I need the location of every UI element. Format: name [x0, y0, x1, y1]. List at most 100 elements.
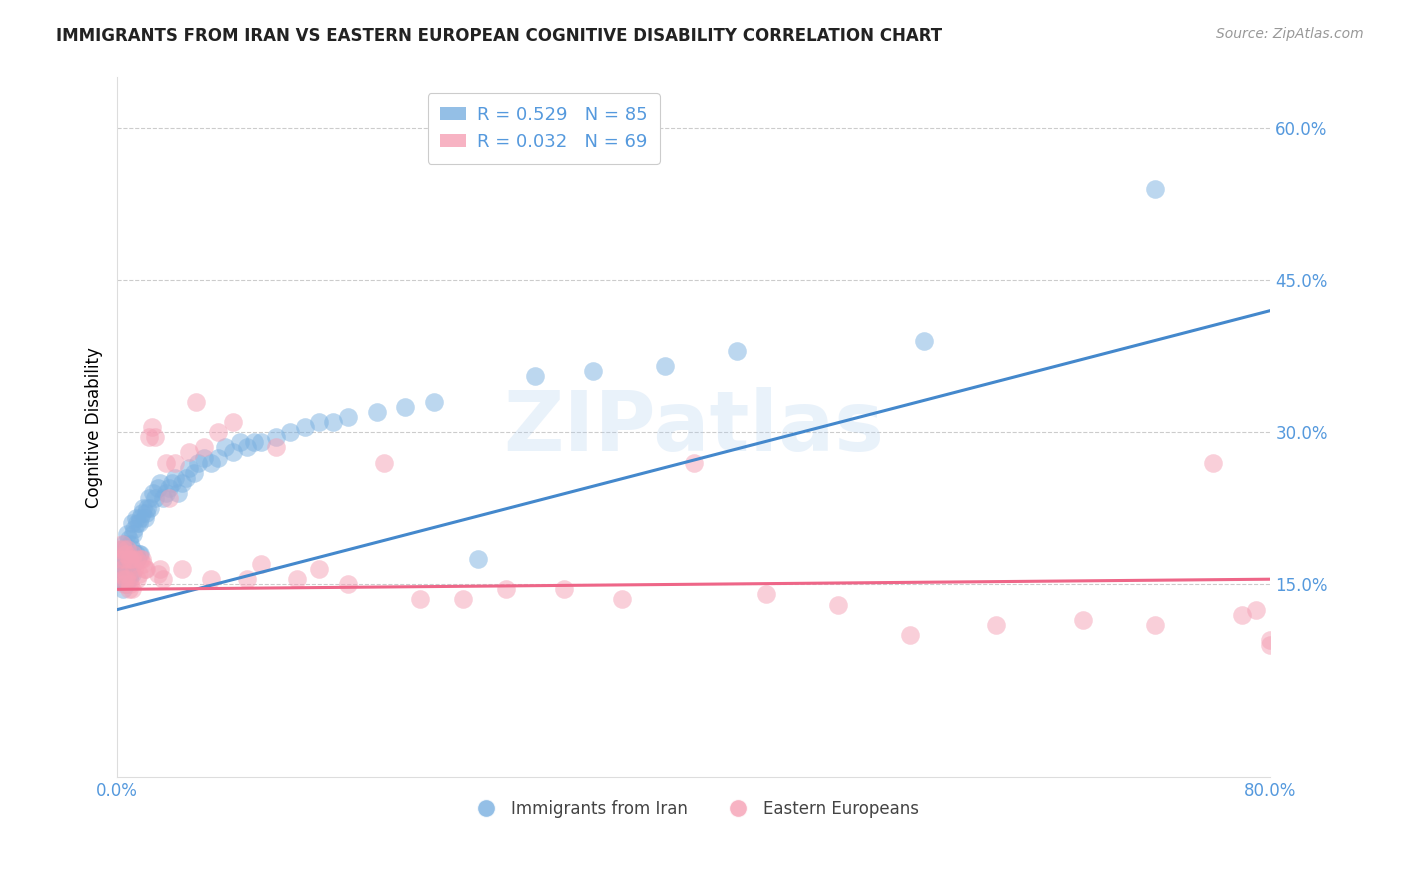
Point	[107, 552, 129, 566]
Point	[264, 430, 287, 444]
Point	[1144, 617, 1167, 632]
Point	[228, 435, 250, 450]
Point	[124, 562, 146, 576]
Point	[108, 567, 131, 582]
Y-axis label: Cognitive Disability: Cognitive Disability	[86, 347, 103, 508]
Point	[129, 511, 152, 525]
Legend: Immigrants from Iran, Eastern Europeans: Immigrants from Iran, Eastern Europeans	[463, 793, 925, 824]
Point	[120, 537, 142, 551]
Point	[111, 582, 134, 597]
Point	[132, 557, 155, 571]
Point	[111, 541, 134, 556]
Point	[118, 552, 141, 566]
Point	[136, 501, 159, 516]
Point	[134, 562, 156, 576]
Point	[214, 441, 236, 455]
Point	[115, 541, 138, 556]
Point	[139, 501, 162, 516]
Point	[125, 552, 148, 566]
Point	[122, 557, 145, 571]
Point	[131, 506, 153, 520]
Point	[236, 572, 259, 586]
Point	[117, 567, 139, 582]
Point	[125, 511, 148, 525]
Point	[143, 491, 166, 505]
Point	[120, 552, 142, 566]
Point	[183, 466, 205, 480]
Point	[725, 344, 748, 359]
Point	[127, 572, 149, 586]
Point	[129, 552, 152, 566]
Point	[1202, 456, 1225, 470]
Point	[121, 541, 143, 556]
Point	[423, 394, 446, 409]
Point	[451, 592, 474, 607]
Point	[898, 628, 921, 642]
Point	[1260, 638, 1282, 652]
Point	[117, 526, 139, 541]
Point	[108, 572, 131, 586]
Point	[187, 456, 209, 470]
Point	[135, 562, 157, 576]
Point	[1260, 633, 1282, 648]
Point	[134, 511, 156, 525]
Point	[112, 572, 135, 586]
Point	[152, 572, 174, 586]
Point	[122, 526, 145, 541]
Point	[124, 552, 146, 566]
Point	[394, 400, 416, 414]
Point	[149, 562, 172, 576]
Point	[132, 501, 155, 516]
Point	[308, 415, 330, 429]
Point	[121, 582, 143, 597]
Point	[138, 491, 160, 505]
Point	[117, 541, 139, 556]
Point	[117, 572, 139, 586]
Point	[120, 577, 142, 591]
Text: IMMIGRANTS FROM IRAN VS EASTERN EUROPEAN COGNITIVE DISABILITY CORRELATION CHART: IMMIGRANTS FROM IRAN VS EASTERN EUROPEAN…	[56, 27, 942, 45]
Point	[322, 415, 344, 429]
Point	[131, 552, 153, 566]
Point	[121, 552, 143, 566]
Point	[654, 359, 676, 374]
Point	[170, 562, 193, 576]
Point	[287, 572, 309, 586]
Point	[152, 491, 174, 505]
Point	[553, 582, 575, 597]
Point	[163, 471, 186, 485]
Point	[682, 456, 704, 470]
Point	[118, 532, 141, 546]
Point	[221, 415, 243, 429]
Point	[138, 430, 160, 444]
Point	[163, 456, 186, 470]
Point	[157, 491, 180, 505]
Point	[1071, 613, 1094, 627]
Point	[366, 405, 388, 419]
Text: Source: ZipAtlas.com: Source: ZipAtlas.com	[1216, 27, 1364, 41]
Point	[117, 552, 139, 566]
Point	[118, 572, 141, 586]
Point	[610, 592, 633, 607]
Point	[135, 506, 157, 520]
Point	[110, 541, 132, 556]
Point	[128, 567, 150, 582]
Point	[118, 582, 141, 597]
Point	[160, 475, 183, 490]
Point	[142, 486, 165, 500]
Point	[336, 410, 359, 425]
Point	[336, 577, 359, 591]
Point	[221, 445, 243, 459]
Point	[112, 552, 135, 566]
Point	[155, 456, 177, 470]
Point	[110, 537, 132, 551]
Point	[207, 425, 229, 440]
Point	[124, 522, 146, 536]
Point	[146, 567, 169, 582]
Point	[827, 598, 849, 612]
Point	[110, 557, 132, 571]
Point	[495, 582, 517, 597]
Point	[409, 592, 432, 607]
Point	[176, 471, 198, 485]
Point	[107, 541, 129, 556]
Point	[127, 516, 149, 531]
